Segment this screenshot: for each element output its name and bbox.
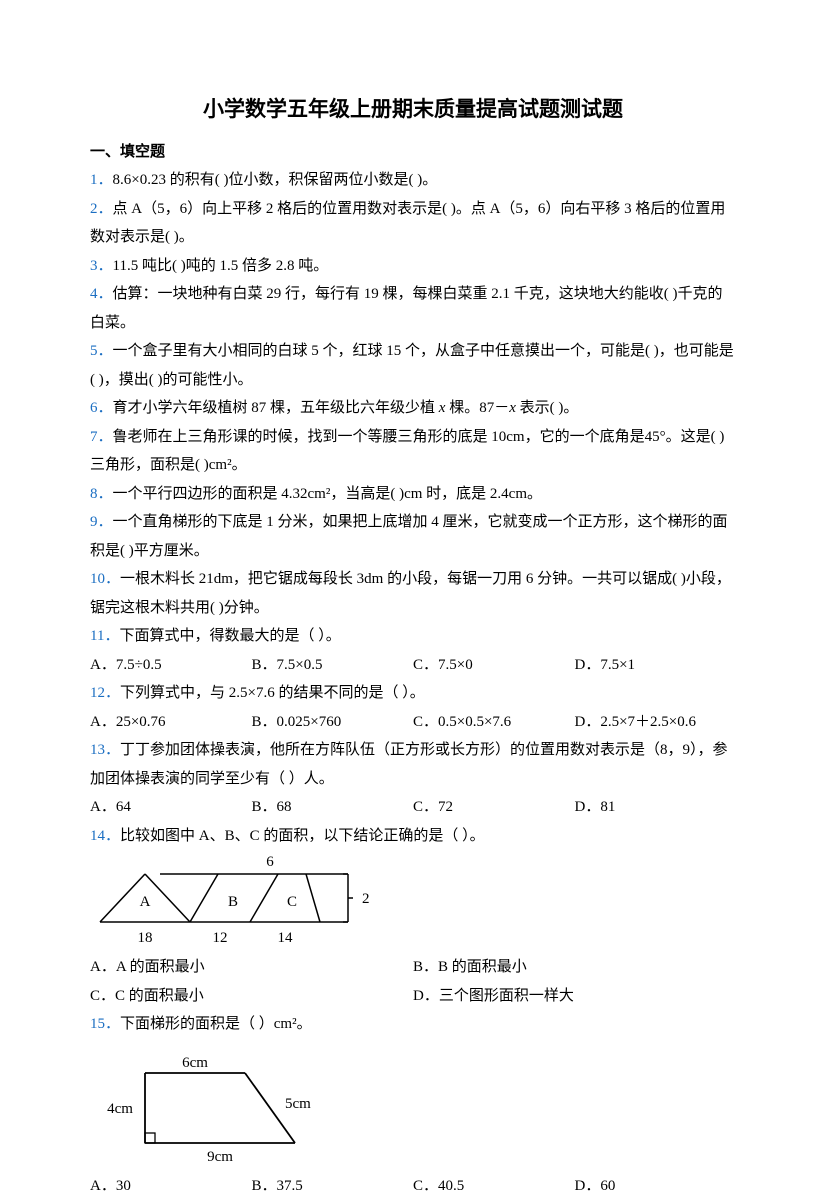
qtext: 鲁老师在上三角形课的时候，找到一个等腰三角形的底是 10cm，它的一个底角是45… xyxy=(90,429,724,474)
label-top: 6 xyxy=(266,854,274,870)
qtext: 下面算式中，得数最大的是（ ）。 xyxy=(119,628,340,644)
qnum: 3． xyxy=(90,258,113,274)
label-height: 2 xyxy=(362,891,370,907)
question-1: 1．8.6×0.23 的积有( )位小数，积保留两位小数是( )。 xyxy=(90,166,736,195)
option-d: D．81 xyxy=(575,793,737,822)
label-top: 6cm xyxy=(182,1055,208,1071)
question-9: 9．一个直角梯形的下底是 1 分米，如果把上底增加 4 厘米，它就变成一个正方形… xyxy=(90,508,736,565)
qnum: 7． xyxy=(90,429,113,445)
figure-abc: 6 A B C 2 18 12 14 xyxy=(90,854,736,949)
qtext: 棵。87－ xyxy=(445,400,509,416)
options: A．7.5÷0.5 B．7.5×0.5 C．7.5×0 D．7.5×1 xyxy=(90,651,736,680)
qtext: 点 A（5，6）向上平移 2 格后的位置用数对表示是( )。点 A（5，6）向右… xyxy=(90,201,725,246)
var-x: x xyxy=(509,400,516,416)
qtext: 8.6×0.23 的积有( )位小数，积保留两位小数是( )。 xyxy=(113,172,438,188)
option-b: B．B 的面积最小 xyxy=(413,953,736,982)
options: A．64 B．68 C．72 D．81 xyxy=(90,793,736,822)
question-10: 10．一根木料长 21dm，把它锯成每段长 3dm 的小段，每锯一刀用 6 分钟… xyxy=(90,565,736,622)
option-a: A．30 xyxy=(90,1172,252,1200)
options: A．25×0.76 B．0.025×760 C．0.5×0.5×7.6 D．2.… xyxy=(90,708,736,737)
question-11: 11．下面算式中，得数最大的是（ ）。 A．7.5÷0.5 B．7.5×0.5 … xyxy=(90,622,736,679)
qnum: 12． xyxy=(90,685,120,701)
question-15: 15．下面梯形的面积是（ ）cm²。 6cm 4cm 5cm 9cm A．30 … xyxy=(90,1010,736,1200)
option-c: C．C 的面积最小 xyxy=(90,982,413,1011)
qnum: 4． xyxy=(90,286,113,302)
qtext: 比较如图中 A、B、C 的面积，以下结论正确的是（ ）。 xyxy=(120,828,485,844)
option-d: D．60 xyxy=(575,1172,737,1200)
qnum: 9． xyxy=(90,514,113,530)
qtext: 下面梯形的面积是（ ）cm²。 xyxy=(120,1016,312,1032)
option-c: C．0.5×0.5×7.6 xyxy=(413,708,575,737)
question-5: 5．一个盒子里有大小相同的白球 5 个，红球 15 个，从盒子中任意摸出一个，可… xyxy=(90,337,736,394)
qnum: 6． xyxy=(90,400,113,416)
label-bottom: 9cm xyxy=(207,1149,233,1165)
label-right: 5cm xyxy=(285,1096,311,1112)
page-title: 小学数学五年级上册期末质量提高试题测试题 xyxy=(90,90,736,130)
option-b: B．37.5 xyxy=(252,1172,414,1200)
question-4: 4．估算：一块地种有白菜 29 行，每行有 19 棵，每棵白菜重 2.1 千克，… xyxy=(90,280,736,337)
options: C．C 的面积最小 D．三个图形面积一样大 xyxy=(90,982,736,1011)
qtext: 育才小学六年级植树 87 棵，五年级比六年级少植 xyxy=(113,400,439,416)
option-d: D．2.5×7＋2.5×0.6 xyxy=(575,708,737,737)
option-b: B．68 xyxy=(252,793,414,822)
qtext: 一个平行四边形的面积是 4.32cm²，当高是( )cm 时，底是 2.4cm。 xyxy=(113,486,542,502)
label-baseC: 14 xyxy=(278,930,294,946)
option-a: A．A 的面积最小 xyxy=(90,953,413,982)
option-d: D．7.5×1 xyxy=(575,651,737,680)
qnum: 2． xyxy=(90,201,113,217)
option-c: C．7.5×0 xyxy=(413,651,575,680)
qtext: 估算：一块地种有白菜 29 行，每行有 19 棵，每棵白菜重 2.1 千克，这块… xyxy=(90,286,723,331)
section-header: 一、填空题 xyxy=(90,138,736,167)
option-a: A．64 xyxy=(90,793,252,822)
label-B: B xyxy=(228,894,238,910)
question-3: 3．11.5 吨比( )吨的 1.5 倍多 2.8 吨。 xyxy=(90,252,736,281)
qtext: 的结果不同的是（ ）。 xyxy=(275,685,425,701)
qtext: 11.5 吨比( )吨的 1.5 倍多 2.8 吨。 xyxy=(113,258,329,274)
qtext: 一根木料长 21dm，把它锯成每段长 3dm 的小段，每锯一刀用 6 分钟。一共… xyxy=(90,571,731,616)
qtext: 下列算式中，与 xyxy=(120,685,229,701)
qtext: 丁丁参加团体操表演，他所在方阵队伍（正方形或长方形）的位置用数对表示是（8，9）… xyxy=(90,742,728,787)
option-b: B．0.025×760 xyxy=(252,708,414,737)
label-baseB: 12 xyxy=(213,930,228,946)
question-12: 12．下列算式中，与 2.5×7.6 的结果不同的是（ ）。 A．25×0.76… xyxy=(90,679,736,736)
option-b: B．7.5×0.5 xyxy=(252,651,414,680)
qnum: 14． xyxy=(90,828,120,844)
option-c: C．72 xyxy=(413,793,575,822)
question-7: 7．鲁老师在上三角形课的时候，找到一个等腰三角形的底是 10cm，它的一个底角是… xyxy=(90,423,736,480)
label-C: C xyxy=(287,894,297,910)
figure-trapezoid: 6cm 4cm 5cm 9cm xyxy=(90,1043,736,1168)
qtext: 一个直角梯形的下底是 1 分米，如果把上底增加 4 厘米，它就变成一个正方形，这… xyxy=(90,514,728,559)
label-left: 4cm xyxy=(107,1101,133,1117)
options: A．A 的面积最小 B．B 的面积最小 xyxy=(90,953,736,982)
question-13: 13．丁丁参加团体操表演，他所在方阵队伍（正方形或长方形）的位置用数对表示是（8… xyxy=(90,736,736,822)
options: A．30 B．37.5 C．40.5 D．60 xyxy=(90,1172,736,1200)
question-8: 8．一个平行四边形的面积是 4.32cm²，当高是( )cm 时，底是 2.4c… xyxy=(90,480,736,509)
qnum: 11． xyxy=(90,628,119,644)
question-14: 14．比较如图中 A、B、C 的面积，以下结论正确的是（ ）。 6 A B C xyxy=(90,822,736,1011)
qnum: 10． xyxy=(90,571,120,587)
option-d: D．三个图形面积一样大 xyxy=(413,982,736,1011)
qtext: 表示( )。 xyxy=(516,400,579,416)
qnum: 13． xyxy=(90,742,120,758)
qtext: 一个盒子里有大小相同的白球 5 个，红球 15 个，从盒子中任意摸出一个，可能是… xyxy=(90,343,734,388)
option-c: C．40.5 xyxy=(413,1172,575,1200)
option-a: A．25×0.76 xyxy=(90,708,252,737)
qnum: 1． xyxy=(90,172,113,188)
qnum: 5． xyxy=(90,343,113,359)
label-A: A xyxy=(140,894,151,910)
label-baseA: 18 xyxy=(138,930,153,946)
question-6: 6．育才小学六年级植树 87 棵，五年级比六年级少植 x 棵。87－x 表示( … xyxy=(90,394,736,423)
option-a: A．7.5÷0.5 xyxy=(90,651,252,680)
question-2: 2．点 A（5，6）向上平移 2 格后的位置用数对表示是( )。点 A（5，6）… xyxy=(90,195,736,252)
expr: 2.5×7.6 xyxy=(229,685,275,701)
qnum: 8． xyxy=(90,486,113,502)
qnum: 15． xyxy=(90,1016,120,1032)
